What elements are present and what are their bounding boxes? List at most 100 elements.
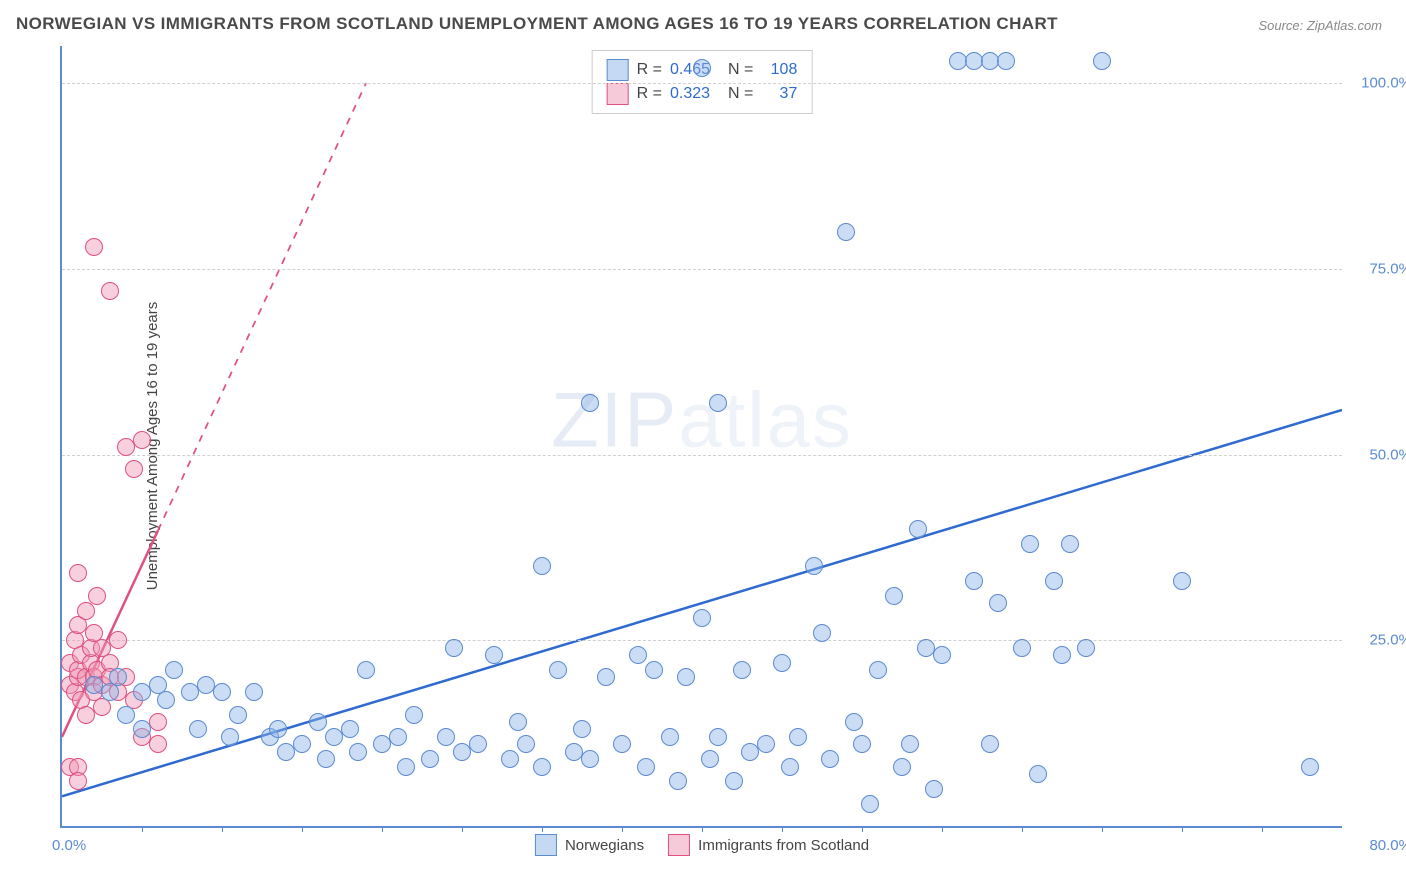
data-point xyxy=(821,750,839,768)
data-point xyxy=(845,713,863,731)
data-point xyxy=(317,750,335,768)
legend-swatch xyxy=(607,83,629,105)
data-point xyxy=(517,735,535,753)
data-point xyxy=(469,735,487,753)
data-point xyxy=(85,238,103,256)
data-point xyxy=(861,795,879,813)
data-point xyxy=(901,735,919,753)
data-point xyxy=(1029,765,1047,783)
data-point xyxy=(1013,639,1031,657)
data-point xyxy=(341,720,359,738)
data-point xyxy=(909,520,927,538)
n-value: 108 xyxy=(761,61,797,79)
x-tick-origin: 0.0% xyxy=(52,837,86,854)
x-minor-tick xyxy=(702,826,703,832)
data-point xyxy=(853,735,871,753)
legend-swatch xyxy=(607,59,629,81)
x-minor-tick xyxy=(382,826,383,832)
y-tick-label: 75.0% xyxy=(1352,260,1406,277)
data-point xyxy=(981,735,999,753)
n-label: N = xyxy=(728,61,753,79)
plot-area: ZIPatlas R =0.465N =108R =0.323N =37 0.0… xyxy=(60,46,1342,828)
data-point xyxy=(309,713,327,731)
data-point xyxy=(581,394,599,412)
data-point xyxy=(157,691,175,709)
data-point xyxy=(189,720,207,738)
data-point xyxy=(485,646,503,664)
data-point xyxy=(709,394,727,412)
data-point xyxy=(389,728,407,746)
data-point xyxy=(533,557,551,575)
data-point xyxy=(109,668,127,686)
x-minor-tick xyxy=(942,826,943,832)
data-point xyxy=(357,661,375,679)
data-point xyxy=(509,713,527,731)
y-tick-label: 100.0% xyxy=(1352,75,1406,92)
data-point xyxy=(805,557,823,575)
data-point xyxy=(997,52,1015,70)
data-point xyxy=(789,728,807,746)
data-point xyxy=(69,564,87,582)
data-point xyxy=(149,735,167,753)
data-point xyxy=(629,646,647,664)
data-point xyxy=(1021,535,1039,553)
data-point xyxy=(213,683,231,701)
y-tick-label: 50.0% xyxy=(1352,446,1406,463)
data-point xyxy=(869,661,887,679)
gridline xyxy=(62,269,1342,270)
x-minor-tick xyxy=(622,826,623,832)
x-minor-tick xyxy=(862,826,863,832)
trend-lines xyxy=(62,46,1342,826)
x-minor-tick xyxy=(782,826,783,832)
data-point xyxy=(269,720,287,738)
legend-item: Immigrants from Scotland xyxy=(668,834,869,856)
legend-stat-row: R =0.323N =37 xyxy=(607,83,798,105)
data-point xyxy=(781,758,799,776)
data-point xyxy=(117,706,135,724)
data-point xyxy=(405,706,423,724)
x-minor-tick xyxy=(1022,826,1023,832)
x-minor-tick xyxy=(1182,826,1183,832)
data-point xyxy=(693,59,711,77)
data-point xyxy=(597,668,615,686)
data-point xyxy=(88,587,106,605)
data-point xyxy=(245,683,263,701)
data-point xyxy=(549,661,567,679)
data-point xyxy=(133,720,151,738)
data-point xyxy=(645,661,663,679)
data-point xyxy=(1173,572,1191,590)
data-point xyxy=(637,758,655,776)
data-point xyxy=(1301,758,1319,776)
r-label: R = xyxy=(637,61,662,79)
data-point xyxy=(149,713,167,731)
data-point xyxy=(221,728,239,746)
data-point xyxy=(1045,572,1063,590)
x-minor-tick xyxy=(142,826,143,832)
data-point xyxy=(573,720,591,738)
data-point xyxy=(581,750,599,768)
data-point xyxy=(133,431,151,449)
data-point xyxy=(101,282,119,300)
n-label: N = xyxy=(728,85,753,103)
data-point xyxy=(925,780,943,798)
data-point xyxy=(613,735,631,753)
gridline xyxy=(62,83,1342,84)
data-point xyxy=(229,706,247,724)
data-point xyxy=(421,750,439,768)
gridline xyxy=(62,640,1342,641)
x-tick-max: 80.0% xyxy=(1352,837,1406,854)
legend-label: Norwegians xyxy=(565,837,644,854)
watermark: ZIPatlas xyxy=(551,375,853,466)
x-minor-tick xyxy=(542,826,543,832)
data-point xyxy=(813,624,831,642)
legend-swatch xyxy=(668,834,690,856)
legend-item: Norwegians xyxy=(535,834,644,856)
series-legend: Norwegians Immigrants from Scotland xyxy=(535,834,869,856)
data-point xyxy=(125,460,143,478)
data-point xyxy=(709,728,727,746)
x-minor-tick xyxy=(1102,826,1103,832)
data-point xyxy=(69,772,87,790)
data-point xyxy=(669,772,687,790)
data-point xyxy=(773,654,791,672)
n-value: 37 xyxy=(761,85,797,103)
